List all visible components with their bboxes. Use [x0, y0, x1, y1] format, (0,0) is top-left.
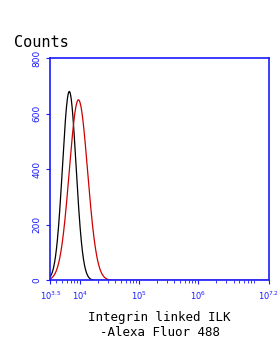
Text: Integrin linked ILK
-Alexa Fluor 488: Integrin linked ILK -Alexa Fluor 488 [88, 311, 231, 339]
Text: Counts: Counts [14, 35, 69, 50]
